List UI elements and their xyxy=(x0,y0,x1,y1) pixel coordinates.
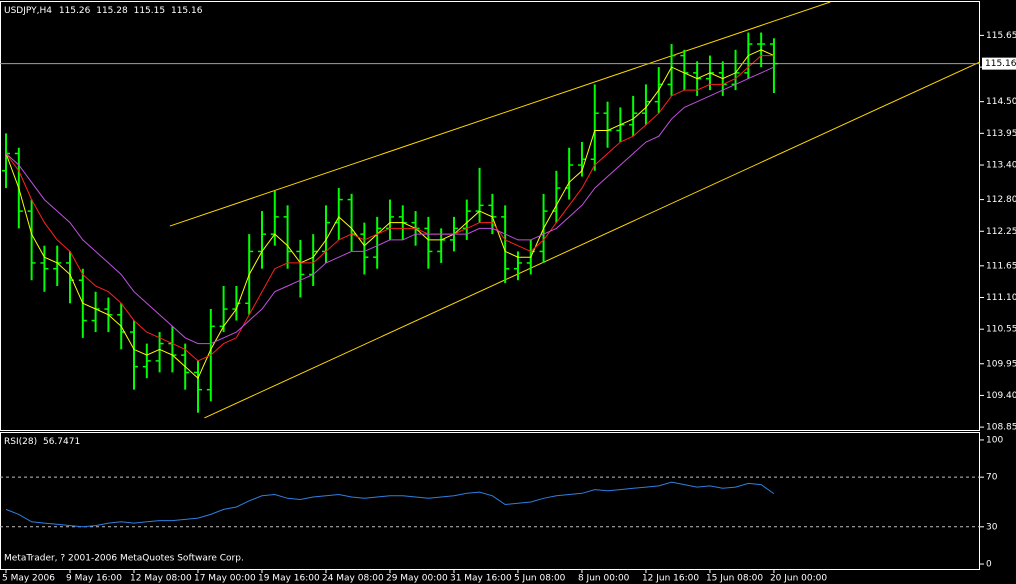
x-tick-label: 5 May 2006 xyxy=(2,574,55,584)
moving-average xyxy=(5,49,775,380)
y-tick-label: 115.65 xyxy=(986,31,1016,41)
rsi-name: RSI(28) xyxy=(4,437,37,447)
y-tick-label: 109.40 xyxy=(986,391,1016,401)
header-close: 115.16 xyxy=(171,6,203,16)
x-tick-label: 17 May 00:00 xyxy=(194,574,256,584)
y-tick-label: 111.65 xyxy=(986,261,1016,271)
y-tick-label: 108.85 xyxy=(986,423,1016,433)
x-tick-label: 9 May 16:00 xyxy=(66,574,122,584)
header-low: 115.15 xyxy=(134,6,166,16)
y-tick-label: 113.40 xyxy=(986,161,1016,171)
axes: 115.65115.1114.50113.95113.40112.80112.2… xyxy=(2,31,1016,584)
x-tick-label: 12 Jun 16:00 xyxy=(642,574,699,584)
y-tick-label: 113.95 xyxy=(986,129,1016,139)
header-open: 115.26 xyxy=(59,6,91,16)
header-high: 115.28 xyxy=(96,6,128,16)
y-tick-label: 100 xyxy=(986,435,1003,445)
copyright: MetaTrader, ? 2001-2006 MetaQuotes Softw… xyxy=(4,554,244,564)
y-tick-label: 30 xyxy=(986,522,998,532)
x-tick-label: 8 Jun 00:00 xyxy=(578,574,630,584)
trendline xyxy=(204,61,980,419)
rsi-line xyxy=(5,481,775,528)
x-tick-label: 19 May 16:00 xyxy=(258,574,320,584)
moving-average xyxy=(5,55,774,362)
y-tick-label: 111.10 xyxy=(986,293,1016,303)
x-tick-label: 29 May 00:00 xyxy=(386,574,448,584)
y-tick-label: 70 xyxy=(986,473,998,483)
x-tick-label: 15 Jun 08:00 xyxy=(706,574,763,584)
trendline xyxy=(169,2,831,227)
x-tick-label: 5 Jun 08:00 xyxy=(514,574,566,584)
bid-label: 115.16 xyxy=(985,59,1016,69)
moving-average xyxy=(5,66,775,345)
bid-label-box xyxy=(982,57,1016,70)
y-tick-label: 114.50 xyxy=(986,97,1016,107)
y-tick-label: 112.25 xyxy=(986,227,1016,237)
x-tick-label: 20 Jun 00:00 xyxy=(770,574,827,584)
x-tick-label: 31 May 16:00 xyxy=(450,574,512,584)
rsi-pane xyxy=(0,432,980,570)
rsi-value: 56.7471 xyxy=(43,437,80,447)
symbol: USDJPY,H4 xyxy=(4,6,52,16)
rsi-plot xyxy=(0,476,980,528)
rsi-header: RSI(28) 56.7471 xyxy=(4,437,80,447)
chart-header: USDJPY,H4 115.26 115.28 115.15 115.16 xyxy=(4,6,203,16)
y-tick-label: 109.95 xyxy=(986,359,1016,369)
x-tick-label: 24 May 08:00 xyxy=(322,574,384,584)
x-tick-label: 12 May 08:00 xyxy=(130,574,192,584)
price-pane xyxy=(0,1,980,431)
y-tick-label: 0 xyxy=(986,560,992,570)
y-tick-label: 110.55 xyxy=(986,325,1016,335)
price-plot xyxy=(0,2,980,419)
y-tick-label: 112.80 xyxy=(986,195,1016,205)
